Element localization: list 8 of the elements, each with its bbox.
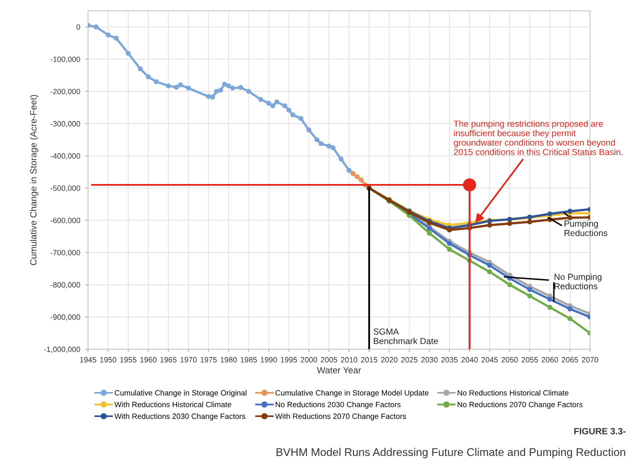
annotation: Pumping Reductions	[564, 220, 608, 236]
annotation: SGMA Benchmark Date	[374, 328, 438, 344]
text: BVHM Model Runs Addressing Future Climate and Pumping Reduction	[276, 448, 626, 458]
x-axis-title: Water Year	[316, 367, 362, 374]
caption: FIGURE 3.3-	[574, 428, 626, 434]
annotation: The pumping restrictions proposed are insufficient because they permit groundwater conditions to worsen beyond 2015 conditions in this Critical Status Basin.	[454, 120, 622, 156]
y-axis-title: Cumulative Change in Storage (Acre-Feet)	[30, 95, 38, 266]
annotation: No Pumping Reductions	[554, 273, 602, 290]
